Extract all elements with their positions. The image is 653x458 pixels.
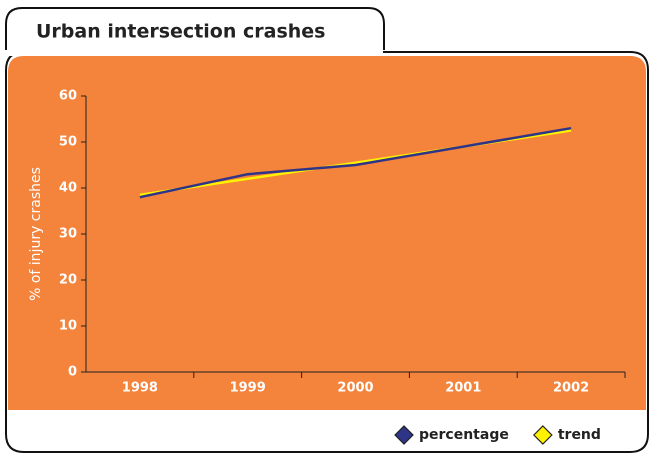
- title-tab: [5, 7, 385, 50]
- y-tick-label: 50: [59, 135, 77, 150]
- series-line: [139, 126, 572, 199]
- x-tick-label: 1998: [122, 381, 158, 396]
- y-tick-label: 60: [59, 89, 77, 104]
- y-tick-label: 10: [59, 319, 77, 334]
- legend-marker: [532, 425, 553, 445]
- legend: percentage trend: [394, 425, 601, 445]
- x-tick-label: 2000: [337, 381, 373, 396]
- legend-label: trend: [558, 427, 601, 443]
- x-tick-label: 1999: [230, 381, 266, 396]
- title-tab-fill: [7, 44, 383, 56]
- y-tick-label: 40: [59, 181, 77, 196]
- x-tick-label: 2001: [445, 381, 481, 396]
- legend-marker: [394, 425, 414, 445]
- plot: 0 10 20 30 40 50 60 1998 1999 2000 2001 2002: [59, 89, 626, 396]
- y-axis-label: % of injury crashes: [28, 167, 44, 301]
- legend-label: percentage: [419, 427, 509, 443]
- y-tick-label: 0: [68, 365, 77, 380]
- x-tick-label: 2002: [553, 381, 589, 396]
- y-tick-label: 20: [59, 273, 77, 288]
- chart-title: Urban intersection crashes: [36, 21, 325, 43]
- y-tick-label: 30: [59, 227, 77, 242]
- plot-background: [8, 56, 646, 410]
